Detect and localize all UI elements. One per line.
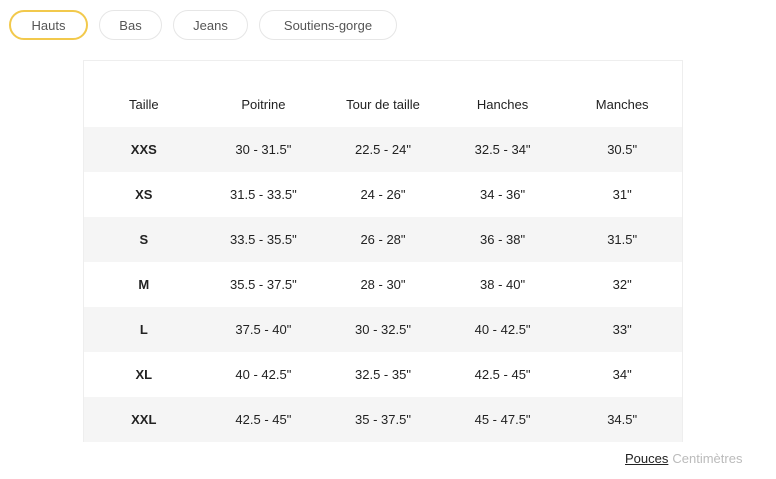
table-row: S 33.5 - 35.5" 26 - 28" 36 - 38" 31.5" (84, 217, 682, 262)
inches-link[interactable]: Pouces (625, 451, 669, 466)
unit-toggle: Pouces Centimètres (625, 451, 742, 466)
measurement-cell: 31.5" (607, 232, 638, 247)
table-row: XXS 30 - 31.5" 22.5 - 24" 32.5 - 34" 30.5" (84, 127, 682, 172)
size-label: XXS (130, 142, 157, 157)
measurement-cell: 31" (612, 187, 632, 202)
category-tabs: Hauts Bas Jeans Soutiens-gorge (9, 10, 397, 40)
header-tour-de-taille: Tour de taille (346, 97, 420, 112)
size-label: S (139, 232, 149, 247)
measurement-cell: 42.5 - 45" (235, 412, 292, 427)
measurement-cell: 42.5 - 45" (474, 367, 531, 382)
measurement-cell: 30.5" (607, 142, 638, 157)
measurement-cell: 33" (612, 322, 632, 337)
size-chart-table: Taille Poitrine Tour de taille Hanches M… (83, 60, 683, 442)
header-hanches: Hanches (476, 97, 529, 112)
measurement-cell: 24 - 26" (360, 187, 406, 202)
measurement-cell: 34" (612, 367, 632, 382)
size-label: L (139, 322, 148, 337)
size-label: XS (135, 187, 153, 202)
centimeters-link[interactable]: Centimètres (672, 451, 743, 466)
tab-jeans[interactable]: Jeans (173, 10, 248, 40)
measurement-cell: 33.5 - 35.5" (230, 232, 297, 247)
header-poitrine: Poitrine (241, 97, 286, 112)
measurement-cell: 30 - 31.5" (235, 142, 292, 157)
tab-bas[interactable]: Bas (99, 10, 162, 40)
table-row: XXL 42.5 - 45" 35 - 37.5" 45 - 47.5" 34.5" (84, 397, 682, 442)
measurement-cell: 40 - 42.5" (235, 367, 292, 382)
measurement-cell: 30 - 32.5" (355, 322, 411, 337)
measurement-cell: 22.5 - 24" (355, 142, 411, 157)
size-label: M (138, 277, 150, 292)
table-header: Taille Poitrine Tour de taille Hanches M… (84, 61, 682, 127)
measurement-cell: 34.5" (607, 412, 638, 427)
tab-hauts[interactable]: Hauts (9, 10, 88, 40)
measurement-cell: 37.5 - 40" (235, 322, 292, 337)
table-row: L 37.5 - 40" 30 - 32.5" 40 - 42.5" 33" (84, 307, 682, 352)
measurement-cell: 38 - 40" (480, 277, 526, 292)
size-label: XL (135, 367, 153, 382)
measurement-cell: 36 - 38" (480, 232, 526, 247)
measurement-cell: 40 - 42.5" (474, 322, 531, 337)
measurement-cell: 45 - 47.5" (474, 412, 531, 427)
size-label: XXL (131, 412, 157, 427)
tab-soutiens-gorge[interactable]: Soutiens-gorge (259, 10, 397, 40)
measurement-cell: 26 - 28" (360, 232, 406, 247)
table-row: XS 31.5 - 33.5" 24 - 26" 34 - 36" 31" (84, 172, 682, 217)
measurement-cell: 34 - 36" (480, 187, 526, 202)
table-row: XL 40 - 42.5" 32.5 - 35" 42.5 - 45" 34" (84, 352, 682, 397)
header-taille: Taille (128, 97, 159, 112)
measurement-cell: 35.5 - 37.5" (230, 277, 297, 292)
measurement-cell: 35 - 37.5" (355, 412, 411, 427)
measurement-cell: 28 - 30" (360, 277, 406, 292)
measurement-cell: 32.5 - 34" (474, 142, 531, 157)
measurement-cell: 32" (612, 277, 632, 292)
header-manches: Manches (595, 97, 649, 112)
table-row: M 35.5 - 37.5" 28 - 30" 38 - 40" 32" (84, 262, 682, 307)
measurement-cell: 31.5 - 33.5" (230, 187, 297, 202)
measurement-cell: 32.5 - 35" (355, 367, 411, 382)
